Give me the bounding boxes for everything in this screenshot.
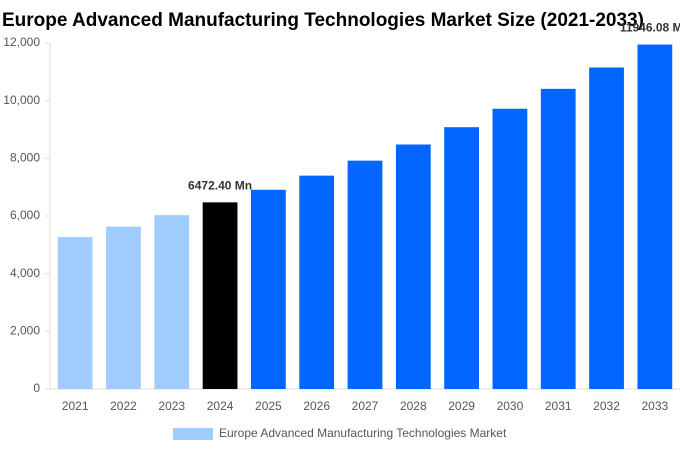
- x-tick-label: 2033: [641, 399, 668, 413]
- bar: [154, 215, 190, 389]
- bar: [589, 67, 624, 389]
- value-label: 6472.40 Mn: [188, 179, 252, 193]
- x-tick-label: 2029: [448, 399, 475, 413]
- bar: [492, 108, 528, 390]
- y-tick-label: 2,000: [10, 324, 40, 338]
- x-tick-label: 2023: [158, 399, 185, 413]
- y-tick-label: 6,000: [10, 208, 40, 222]
- x-tick-label: 2028: [400, 399, 427, 413]
- bar: [444, 127, 480, 390]
- bar: [540, 88, 576, 389]
- chart-title: Europe Advanced Manufacturing Technologi…: [2, 10, 644, 31]
- x-tick-label: 2022: [110, 399, 137, 413]
- x-tick-label: 2031: [545, 399, 572, 413]
- bar: [106, 226, 141, 389]
- y-tick-label: 10,000: [3, 93, 40, 107]
- x-tick-label: 2024: [207, 399, 234, 413]
- x-tick-label: 2030: [497, 399, 524, 413]
- legend-label: Europe Advanced Manufacturing Technologi…: [219, 426, 507, 440]
- x-tick-label: 2025: [255, 399, 282, 413]
- bar: [395, 144, 431, 389]
- bar: [202, 202, 238, 389]
- x-tick-label: 2027: [352, 399, 379, 413]
- y-tick-label: 12,000: [3, 35, 40, 49]
- y-tick-label: 0: [33, 381, 40, 395]
- bar: [347, 160, 383, 389]
- bar: [637, 44, 673, 390]
- bar: [299, 175, 335, 389]
- x-tick-label: 2021: [62, 399, 89, 413]
- y-tick-label: 4,000: [10, 266, 40, 280]
- legend-swatch: [173, 428, 213, 440]
- value-label: 11946.08 Mn: [620, 21, 680, 35]
- bar: [57, 237, 93, 389]
- y-tick-label: 8,000: [10, 151, 40, 165]
- x-tick-label: 2032: [593, 399, 620, 413]
- bar: [250, 189, 286, 389]
- x-tick-label: 2026: [303, 399, 330, 413]
